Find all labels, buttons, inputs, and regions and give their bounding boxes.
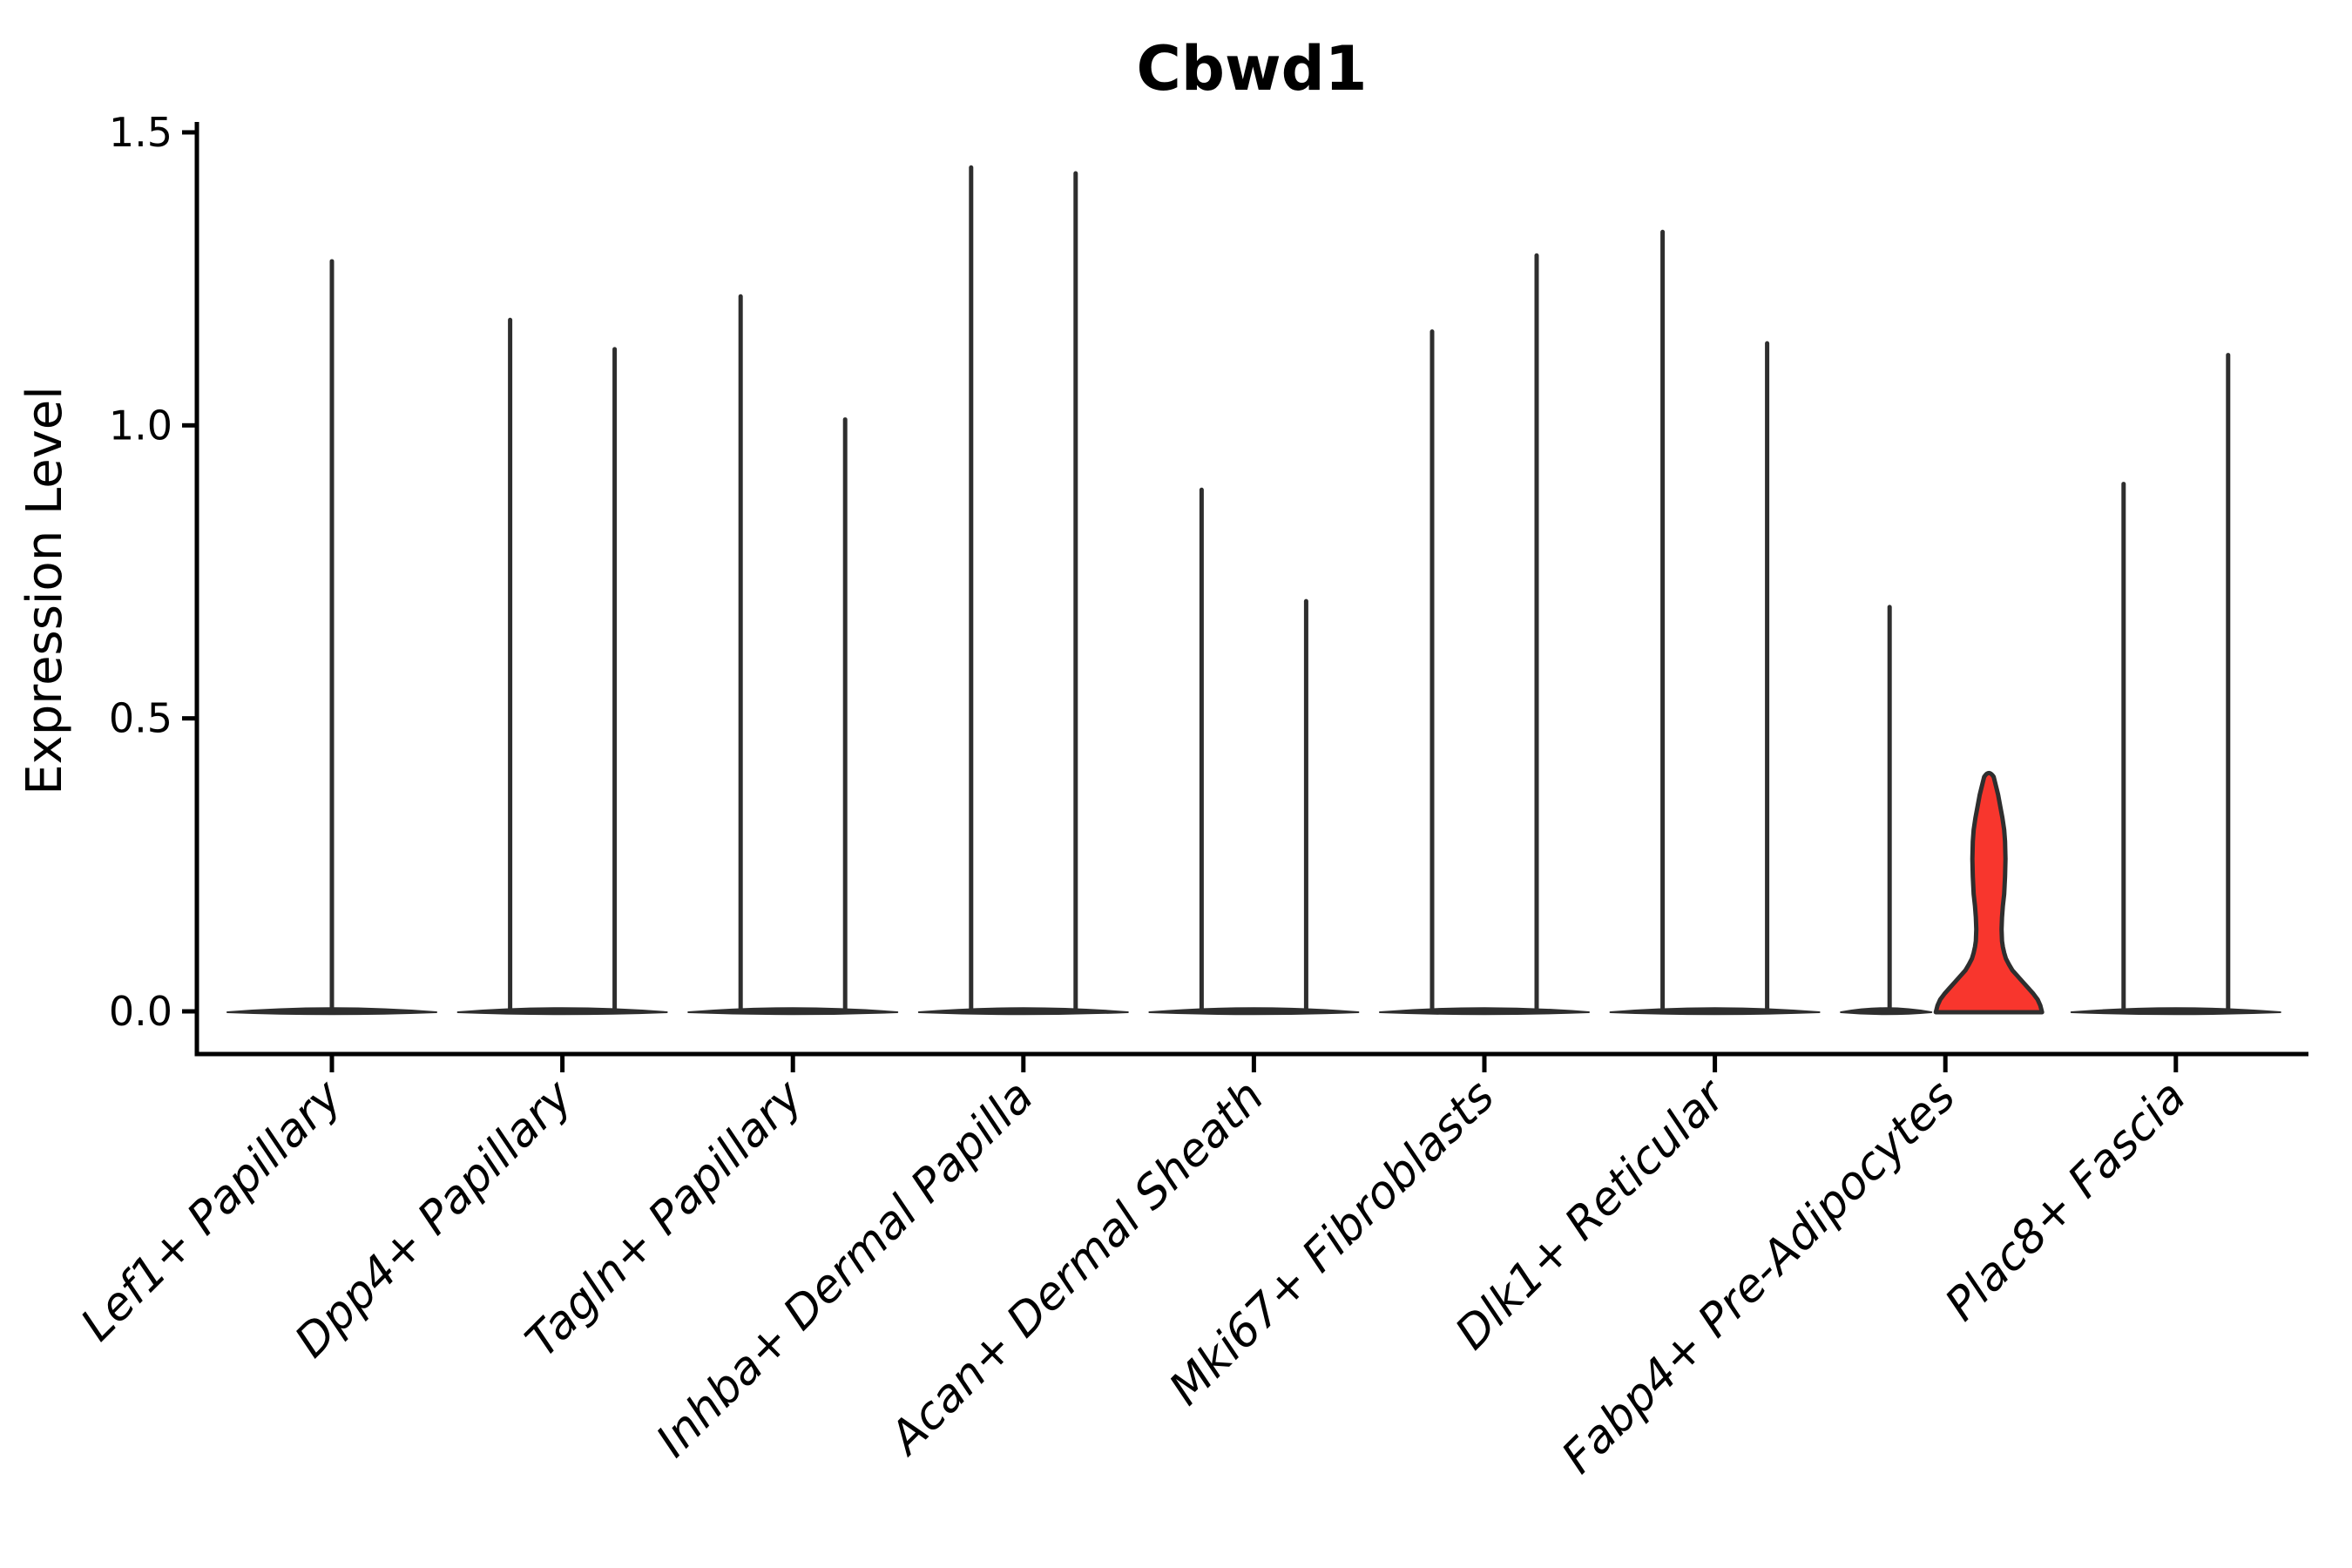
x-axis-ticks	[329, 1056, 2179, 1072]
x-tick-label: Inhba+ Dermal Papilla	[646, 1071, 1044, 1468]
y-tick-label: 0.5	[109, 695, 172, 742]
violin-base	[1609, 1007, 1821, 1016]
highlight-violin	[1933, 770, 2044, 1015]
x-tick-label: Fabp4+ Pre-Adipocytes	[1552, 1071, 1966, 1484]
violin-base	[2070, 1007, 2281, 1016]
y-tick-label: 1.5	[109, 109, 172, 156]
violin-base	[917, 1007, 1129, 1016]
violin-base	[1840, 1007, 1933, 1016]
y-axis-label: Expression Level	[17, 386, 73, 795]
y-tick-label: 0.0	[109, 988, 172, 1035]
y-tick-label: 1.0	[109, 402, 172, 449]
x-tick-label: Plac8+ Fascia	[1936, 1071, 2196, 1331]
x-tick-label: Acan+ Dermal Sheath	[879, 1071, 1274, 1466]
plot-title: Cbwd1	[1137, 33, 1368, 105]
violin-base	[456, 1007, 668, 1016]
y-axis-ticks: 1.5 1.0 0.5 0.0	[109, 109, 195, 1035]
violin-base	[1148, 1007, 1360, 1016]
violin-base	[687, 1007, 899, 1016]
violin-base	[1379, 1007, 1590, 1016]
violins	[226, 165, 2281, 1016]
violin-base	[226, 1007, 437, 1016]
